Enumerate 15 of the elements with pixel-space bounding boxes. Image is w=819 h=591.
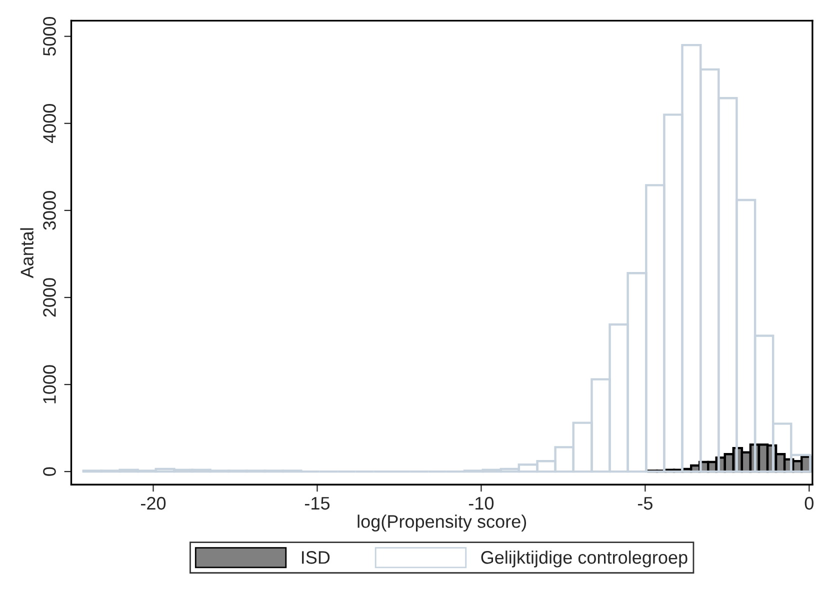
x-axis-title: log(Propensity score) <box>358 514 526 532</box>
x-tick-label: -20 <box>141 496 166 510</box>
text: ISD <box>302 551 330 564</box>
y-tick-label: 5000 <box>43 16 56 56</box>
x-tick-label: -10 <box>468 496 494 510</box>
y-tick-label: 1000 <box>43 365 56 404</box>
x-tick-label: -15 <box>304 497 330 510</box>
y-tick-label: 4000 <box>43 104 56 144</box>
y-tick-label: 2000 <box>43 278 56 317</box>
y-tick-label: 0 <box>43 467 56 476</box>
x-tick-label: -5 <box>638 497 652 510</box>
legend-label: Gelijktijdige controlegroep <box>481 550 688 568</box>
y-axis-title: Aantal <box>20 228 34 278</box>
y-tick-label: 3000 <box>43 191 56 230</box>
x-tick-label: 0 <box>804 496 814 510</box>
